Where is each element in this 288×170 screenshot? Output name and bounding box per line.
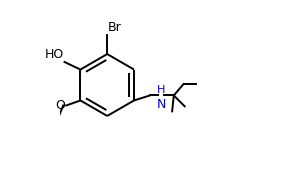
- Text: Br: Br: [108, 21, 122, 34]
- Text: HO: HO: [44, 48, 64, 61]
- Text: N: N: [157, 98, 166, 112]
- Text: H: H: [157, 85, 165, 95]
- Text: O: O: [56, 99, 65, 112]
